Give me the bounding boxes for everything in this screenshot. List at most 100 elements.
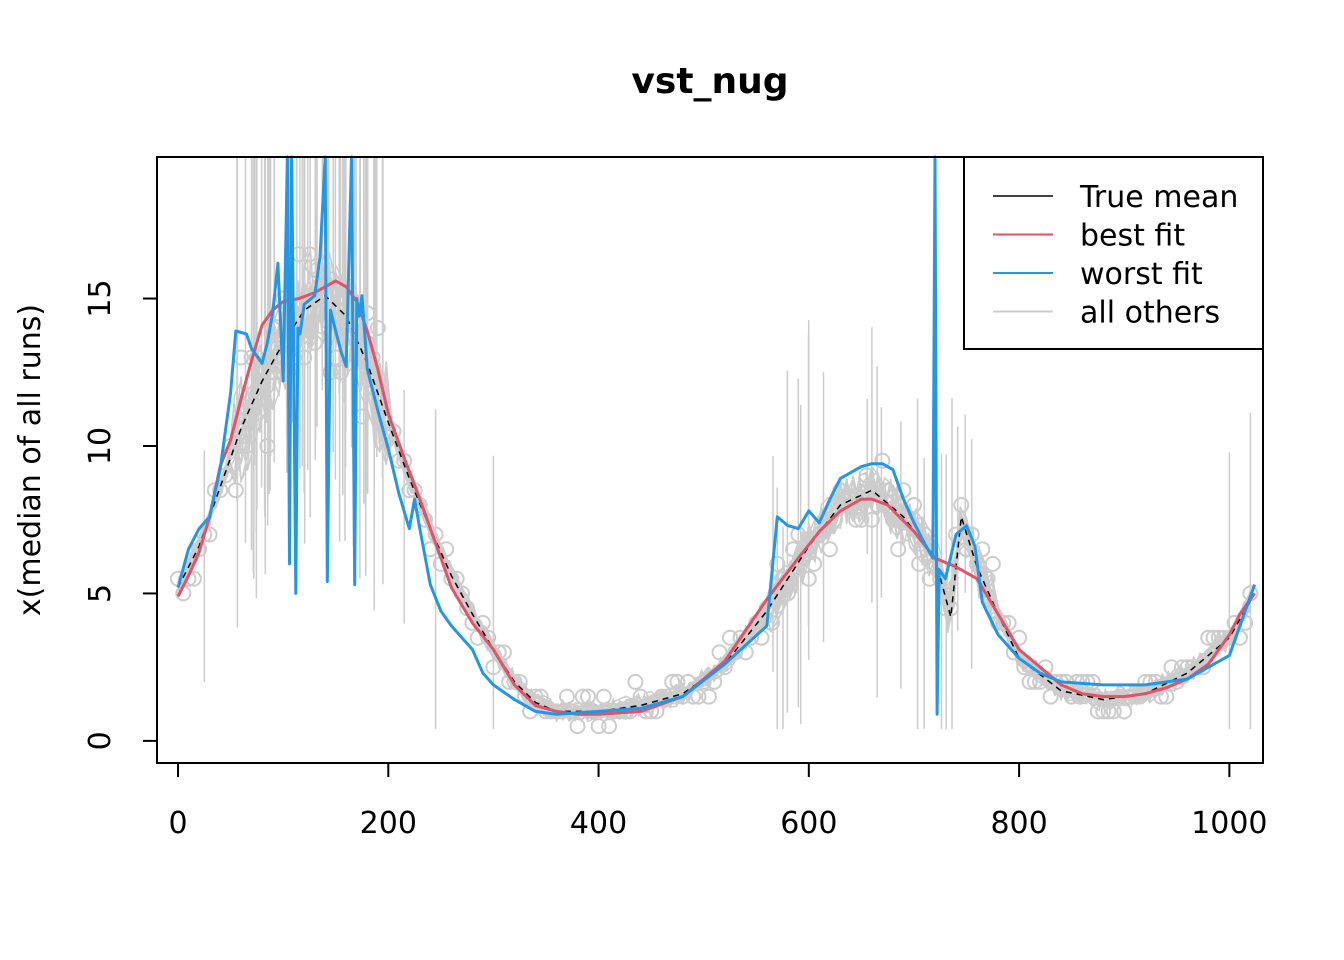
other-run-point (722, 629, 738, 646)
other-run-point (1021, 673, 1038, 690)
other-run-point (1163, 659, 1180, 676)
x-tick-label: 1000 (1191, 806, 1267, 841)
other-run-point (1137, 673, 1154, 690)
other-run-point (984, 555, 1001, 572)
other-run-point (769, 555, 786, 572)
other-run-point (574, 688, 591, 705)
y-axis-label: x(median of all runs) (13, 304, 48, 616)
legend-label: True mean (1079, 180, 1238, 215)
other-run-point (517, 688, 533, 705)
other-run-point (1216, 629, 1233, 646)
other-run-point (506, 673, 523, 690)
other-run-point (711, 644, 728, 661)
worst-fit-line (176, 155, 1257, 716)
other-run-point (842, 497, 859, 513)
other-run-point (800, 570, 817, 587)
other-run-point (853, 511, 870, 528)
other-run-point (1105, 703, 1122, 720)
other-run-point (306, 334, 323, 351)
other-run-point (811, 526, 828, 543)
other-run-point (753, 629, 770, 646)
other-run-point (1158, 688, 1175, 705)
series-layer (176, 155, 1257, 716)
other-run-point (474, 614, 491, 631)
other-run-point (254, 364, 271, 381)
x-tick-label: 600 (780, 806, 837, 841)
other-run-point (590, 718, 607, 735)
other-run-point (495, 644, 512, 661)
other-run-point (874, 452, 891, 469)
other-run-point (191, 541, 208, 558)
other-run-point (632, 688, 649, 705)
other-run-point (569, 718, 586, 735)
other-run-point (674, 688, 691, 705)
other-run-point (1089, 703, 1106, 720)
other-run-point (948, 526, 964, 543)
other-run-point (1095, 703, 1112, 720)
y-tick-label: 15 (83, 279, 118, 317)
legend-label: worst fit (1080, 257, 1203, 292)
x-axis: 0 200 400 600 800 1000 (168, 763, 1268, 841)
other-run-point (690, 688, 707, 705)
other-run-point (259, 438, 276, 454)
y-tick-label: 5 (83, 584, 118, 603)
other-run-point (858, 467, 875, 484)
other-run-point (595, 688, 612, 705)
other-run-point (779, 585, 796, 602)
x-tick-label: 800 (990, 806, 1047, 841)
other-run-point (669, 673, 686, 690)
y-tick-label: 0 (83, 731, 118, 750)
other-run-point (695, 673, 712, 690)
other-run-point (764, 614, 780, 631)
other-run-point (1026, 673, 1043, 690)
other-run-point (1100, 703, 1117, 720)
other-run-point (227, 482, 244, 499)
other-run-point (369, 320, 386, 336)
other-run-point (1205, 629, 1222, 646)
other-run-point (911, 555, 928, 572)
x-tick-label: 0 (168, 806, 187, 841)
other-run-point (1231, 629, 1248, 646)
chart-title: vst_nug (631, 61, 788, 102)
other-run-point (679, 673, 696, 690)
other-run-point (333, 364, 349, 381)
other-run-point (785, 541, 802, 558)
other-run-point (884, 511, 901, 528)
y-axis: 0 5 10 15 (83, 279, 158, 750)
other-run-point (559, 688, 575, 705)
legend-box (963, 156, 1264, 350)
other-run-point (879, 482, 896, 499)
other-run-point (532, 688, 549, 705)
other-run-point (464, 614, 481, 631)
legend-label: all others (1080, 296, 1220, 331)
other-run-point (706, 673, 723, 690)
other-run-point (958, 541, 975, 558)
other-run-point (238, 438, 255, 454)
other-run-point (827, 511, 844, 528)
x-tick-label: 200 (360, 806, 417, 841)
other-run-point (212, 482, 229, 499)
other-run-point (301, 246, 318, 263)
other-run-point (1116, 703, 1133, 720)
other-run-point (1042, 688, 1059, 705)
other-run-point (601, 718, 618, 735)
other-run-point (863, 511, 880, 528)
other-run-point (700, 688, 717, 705)
other-run-point (995, 614, 1012, 631)
other-run-point (806, 555, 823, 572)
other-run-point (1174, 659, 1190, 676)
legend-label: best fit (1080, 219, 1185, 254)
other-run-point (627, 673, 644, 690)
other-run-point (580, 688, 596, 705)
other-run-point (485, 659, 502, 676)
other-run-point (1084, 673, 1101, 690)
other-run-point (953, 497, 970, 513)
other-run-point (848, 511, 865, 528)
other-run-point (664, 673, 681, 690)
other-run-point (821, 541, 838, 558)
other-run-point (1200, 629, 1217, 646)
x-tick-label: 400 (570, 806, 627, 841)
other-run-point (795, 541, 812, 558)
